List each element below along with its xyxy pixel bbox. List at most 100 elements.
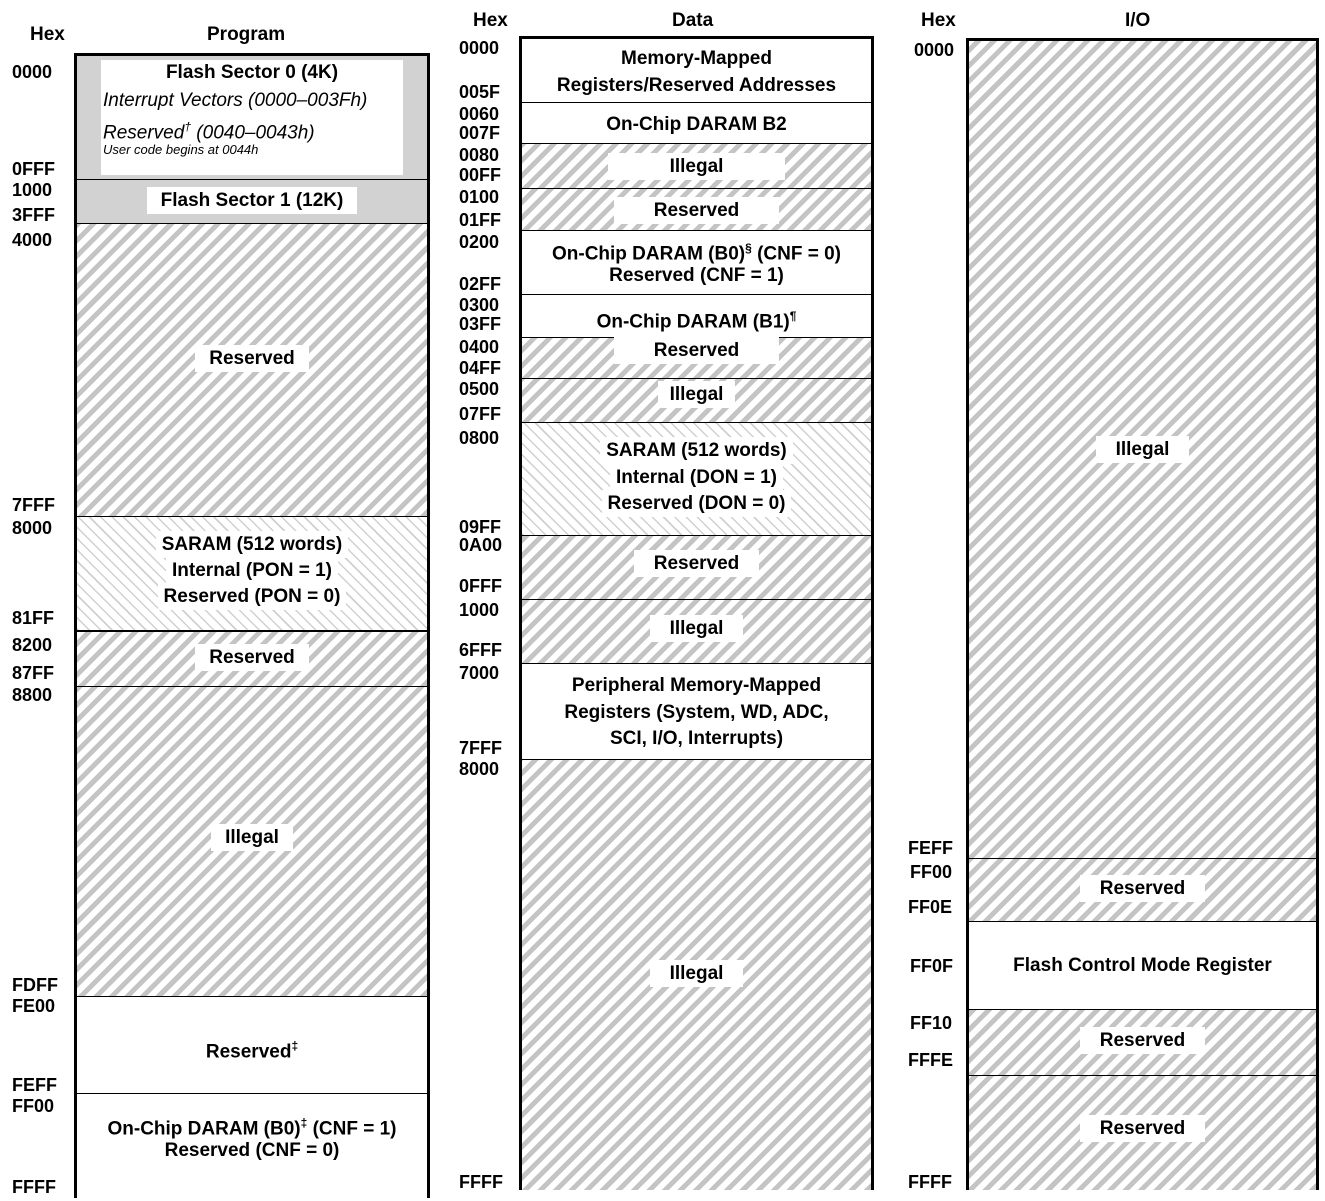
program-saram-region: SARAM (512 words) Internal (PON = 1) Res… bbox=[77, 516, 427, 630]
io-illegal-text: Illegal bbox=[1095, 436, 1190, 463]
data-b2-label: On-Chip DARAM B2 bbox=[606, 114, 787, 135]
data-illegal-label-2: Illegal bbox=[522, 381, 871, 408]
io-reserved-region-2: Reserved bbox=[969, 1009, 1316, 1075]
address-label: 0000 bbox=[459, 38, 500, 58]
address-label: 0FFF bbox=[459, 576, 502, 596]
address-label: 4000 bbox=[12, 230, 53, 250]
data-reserved-text-3: Reserved bbox=[633, 550, 760, 577]
data-illegal-region-1: Illegal bbox=[522, 143, 871, 188]
data-illegal-text-4: Illegal bbox=[649, 960, 744, 987]
flash-sector-0: Flash Sector 0 (4K) Interrupt Vectors (0… bbox=[77, 56, 427, 179]
reserved-vector-text: Reserved† (0040–0043h) bbox=[103, 114, 315, 146]
data-illegal-region-3: Illegal bbox=[522, 599, 871, 663]
program-saram-text-3: Reserved (PON = 0) bbox=[157, 583, 347, 610]
io-reserved-text-1: Reserved bbox=[1079, 875, 1206, 902]
program-saram-text-1: SARAM (512 words) bbox=[155, 531, 349, 558]
address-label: 0500 bbox=[459, 379, 500, 399]
address-label: 04FF bbox=[459, 358, 502, 378]
data-reserved-region-2: Reserved bbox=[522, 337, 871, 378]
address-label: FFFF bbox=[908, 1172, 952, 1192]
data-peripheral-line-2: Registers (System, WD, ADC, bbox=[564, 702, 829, 723]
address-label: 0060 bbox=[459, 104, 500, 124]
io-flash-control-label: Flash Control Mode Register bbox=[1013, 955, 1272, 976]
address-label: FE00 bbox=[12, 996, 56, 1016]
address-label: 0FFF bbox=[12, 159, 55, 179]
io-reserved-text-3: Reserved bbox=[1079, 1115, 1206, 1142]
data-b0-region: On-Chip DARAM (B0)§ (CNF = 0) Reserved (… bbox=[522, 230, 871, 294]
data-illegal-text-3: Illegal bbox=[649, 615, 744, 642]
address-label: 0000 bbox=[12, 62, 53, 82]
flash-sector-0-title: Flash Sector 0 (4K) bbox=[165, 62, 339, 83]
address-label: 8800 bbox=[12, 685, 53, 705]
program-illegal-label: Illegal bbox=[77, 824, 427, 851]
data-mmr-line-1: Memory-Mapped bbox=[621, 48, 772, 69]
data-saram-text-1: SARAM (512 words) bbox=[600, 437, 793, 464]
data-illegal-label-4: Illegal bbox=[522, 960, 871, 987]
address-label: 8000 bbox=[12, 518, 53, 538]
address-label: 005F bbox=[459, 82, 501, 102]
program-reserved-text-3: Reserved bbox=[205, 1041, 292, 1063]
program-daram-line-1: On-Chip DARAM (B0)‡ (CNF = 1) bbox=[77, 1110, 427, 1142]
program-reserved-region-3: Reserved‡ bbox=[77, 996, 427, 1093]
address-label: 0200 bbox=[459, 232, 500, 252]
data-header: Data bbox=[672, 10, 714, 31]
io-reserved-region-1: Reserved bbox=[969, 858, 1316, 921]
dagger-mark: † bbox=[184, 120, 192, 134]
program-illegal-text: Illegal bbox=[211, 824, 293, 851]
address-label: FFFF bbox=[12, 1177, 56, 1197]
data-b0-line-2: Reserved (CNF = 1) bbox=[609, 265, 784, 286]
data-hex-header: Hex bbox=[473, 10, 508, 31]
io-hex-header: Hex bbox=[921, 10, 956, 31]
program-saram-line-2: Internal (PON = 1) bbox=[77, 557, 427, 584]
address-label: 0400 bbox=[459, 337, 500, 357]
data-mmr-line-2: Registers/Reserved Addresses bbox=[556, 75, 837, 96]
address-label: FEFF bbox=[12, 1075, 57, 1095]
program-reserved-label-3: Reserved‡ bbox=[77, 1033, 427, 1065]
data-b0-line-1: On-Chip DARAM (B0)§ (CNF = 0) bbox=[522, 235, 871, 267]
program-reserved-text: Reserved bbox=[195, 345, 309, 372]
address-label: 1000 bbox=[459, 600, 500, 620]
io-reserved-text-2: Reserved bbox=[1079, 1027, 1206, 1054]
address-label: 00FF bbox=[459, 165, 502, 185]
reserved-vector-label: Reserved bbox=[103, 122, 185, 144]
program-reserved-text-2: Reserved bbox=[195, 644, 309, 671]
address-label: 01FF bbox=[459, 210, 502, 230]
address-label: 0300 bbox=[459, 295, 500, 315]
program-saram-text-2: Internal (PON = 1) bbox=[166, 557, 338, 584]
data-reserved-region-3: Reserved bbox=[522, 535, 871, 599]
address-label: 87FF bbox=[12, 663, 55, 683]
io-flash-control-region: Flash Control Mode Register bbox=[969, 921, 1316, 1009]
io-illegal-region: Illegal bbox=[969, 41, 1316, 858]
data-saram-line-3: Reserved (DON = 0) bbox=[522, 490, 871, 517]
address-label: 0000 bbox=[914, 40, 955, 60]
address-label: FF0E bbox=[908, 897, 953, 917]
pilcrow-mark: ¶ bbox=[789, 309, 797, 323]
address-label: 0100 bbox=[459, 187, 500, 207]
data-peripheral-region: Peripheral Memory-Mapped Registers (Syst… bbox=[522, 663, 871, 759]
program-reserved-region: Reserved bbox=[77, 223, 427, 516]
program-daram-text-1a: On-Chip DARAM (B0) bbox=[107, 1118, 301, 1140]
program-memory-map: Flash Sector 0 (4K) Interrupt Vectors (0… bbox=[74, 53, 430, 1201]
address-label: 0080 bbox=[459, 145, 500, 165]
data-peripheral-line-3: SCI, I/O, Interrupts) bbox=[609, 728, 784, 749]
address-label: 7FFF bbox=[12, 495, 55, 515]
address-label: 8200 bbox=[12, 635, 53, 655]
data-mmr-region: Memory-Mapped Registers/Reserved Address… bbox=[522, 39, 871, 102]
io-header: I/O bbox=[1125, 10, 1151, 31]
interrupt-vectors-text: Interrupt Vectors (0000–003Fh) bbox=[103, 90, 368, 111]
flash-sector-1: Flash Sector 1 (12K) bbox=[77, 179, 427, 223]
data-b1-text: On-Chip DARAM (B1) bbox=[596, 311, 790, 333]
data-reserved-label-1: Reserved bbox=[522, 197, 871, 224]
program-illegal-region: Illegal bbox=[77, 686, 427, 996]
data-b1-region: On-Chip DARAM (B1)¶ bbox=[522, 294, 871, 337]
data-illegal-region-2: Illegal bbox=[522, 378, 871, 422]
data-reserved-label-3: Reserved bbox=[522, 550, 871, 577]
data-illegal-region-4: Illegal bbox=[522, 759, 871, 1190]
address-label: 007F bbox=[459, 123, 501, 143]
address-label: FF0F bbox=[910, 956, 953, 976]
io-reserved-label-1: Reserved bbox=[969, 875, 1316, 902]
program-saram-line-1: SARAM (512 words) bbox=[77, 531, 427, 558]
io-illegal-label: Illegal bbox=[969, 436, 1316, 463]
data-saram-line-2: Internal (DON = 1) bbox=[522, 464, 871, 491]
data-saram-line-1: SARAM (512 words) bbox=[522, 437, 871, 464]
